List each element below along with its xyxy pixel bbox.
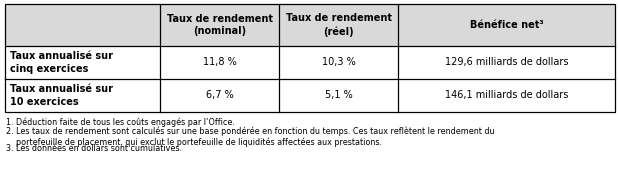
Text: Taux de rendement
(nominal): Taux de rendement (nominal) [167, 14, 273, 37]
Text: Taux de rendement
(réel): Taux de rendement (réel) [286, 13, 392, 37]
Text: 146,1 milliards de dollars: 146,1 milliards de dollars [445, 90, 569, 100]
Text: Taux annualisé sur
cinq exercices: Taux annualisé sur cinq exercices [10, 51, 113, 74]
Text: 6,7 %: 6,7 % [206, 90, 234, 100]
Text: 3. Les données en dollars sont cumulatives.: 3. Les données en dollars sont cumulativ… [6, 144, 182, 153]
Bar [5, 46, 615, 79]
Text: 5,1 %: 5,1 % [325, 90, 353, 100]
Text: 1. Déduction faite de tous les coûts engagés par l’Office.: 1. Déduction faite de tous les coûts eng… [6, 117, 235, 127]
Text: Taux annualisé sur
10 exercices: Taux annualisé sur 10 exercices [10, 84, 113, 107]
Text: 10,3 %: 10,3 % [322, 57, 356, 67]
Text: 11,8 %: 11,8 % [203, 57, 237, 67]
Text: 129,6 milliards de dollars: 129,6 milliards de dollars [445, 57, 569, 67]
Bar [5, 79, 615, 112]
Bar [5, 4, 615, 46]
Text: 2. Les taux de rendement sont calculés sur une base pondérée en fonction du temp: 2. Les taux de rendement sont calculés s… [6, 126, 494, 147]
Text: Bénéfice net³: Bénéfice net³ [470, 20, 543, 30]
